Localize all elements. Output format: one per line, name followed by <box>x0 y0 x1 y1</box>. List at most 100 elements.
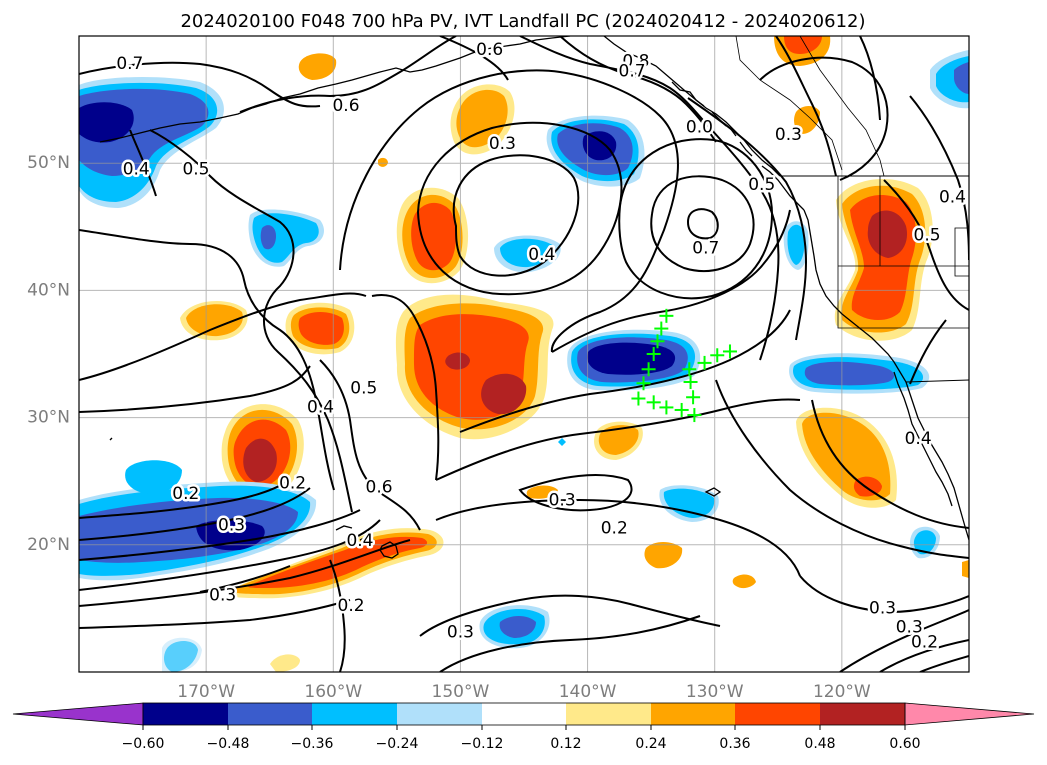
contour-05-pnw <box>709 127 780 361</box>
contour-label: 0.4 <box>905 429 932 449</box>
contour-label: 0.4 <box>528 245 555 265</box>
landfall-marker <box>654 321 669 336</box>
lon-label-140w: 140°W <box>559 682 617 702</box>
contour-label: 0.5 <box>748 175 775 195</box>
landfall-marker <box>631 391 646 406</box>
shade-cyan-22n-131w <box>663 488 715 518</box>
landfall-marker <box>682 362 697 377</box>
contour-label: 0.5 <box>350 378 377 398</box>
shade-orange-58n-157w <box>298 53 337 80</box>
lat-label-50n: 50°N <box>27 153 70 173</box>
contour-label: 0.3 <box>209 586 236 606</box>
coastline-alaska-peninsula <box>335 36 571 85</box>
landfall-marker <box>659 400 674 415</box>
shade-cyan-44n-126w <box>787 224 805 265</box>
shade-tiny-negative-29n <box>558 438 566 446</box>
contour-06-sw <box>79 539 411 607</box>
shade-dark-red-central-small <box>445 352 470 370</box>
border-yukon-bc <box>735 36 843 171</box>
contour-03-middle <box>79 365 311 413</box>
contour-label: 0.3 <box>218 516 245 536</box>
contour-br-2 <box>839 609 969 672</box>
contour-label: 0.2 <box>601 518 628 538</box>
coastline-small-island-1 <box>109 437 113 441</box>
contour-br-3 <box>879 639 969 672</box>
landfall-marker <box>636 376 651 391</box>
contour-02-bottom <box>79 599 351 629</box>
contour-04-sw <box>79 509 361 561</box>
colorbar-tick-label: 0.48 <box>804 736 835 752</box>
shade-orange-24n-142w <box>526 485 558 499</box>
colorbar-tick-label: −0.48 <box>207 736 250 752</box>
contour-02-lower <box>435 498 801 577</box>
border-states-west <box>837 176 969 329</box>
coastline-se-alaska <box>603 36 781 177</box>
contour-label: 0.6 <box>366 478 393 498</box>
colorbar-bin-1 <box>143 703 228 725</box>
shade-darkblue-52n <box>582 131 617 161</box>
contour-br-4 <box>919 655 969 672</box>
contour-label: 0.7 <box>116 54 143 74</box>
colorbar-tick-label: 0.36 <box>719 736 750 752</box>
shade-darkblue-21n <box>196 520 265 551</box>
contour-br-5 <box>811 399 969 529</box>
landfall-marker <box>697 355 712 370</box>
contour-label: 0.6 <box>476 40 503 60</box>
map-panel: 0.70.60.50.40.60.30.80.70.0 0.30.50.4 0.70… <box>78 35 970 673</box>
contour-label: 0.5 <box>914 226 941 246</box>
landfall-marker <box>710 348 725 363</box>
contour-label: 0.5 <box>182 160 209 180</box>
contour-label: 0.3 <box>775 125 802 145</box>
shade-orange-54n-126w <box>794 106 820 134</box>
colorbar-ticks <box>142 725 906 730</box>
colorbar-bin-8 <box>735 703 820 725</box>
contour-04-pnw <box>687 97 808 341</box>
shade-darkblue-35n <box>587 342 676 375</box>
landfall-marker <box>674 402 689 417</box>
contour-label: 0.8 <box>622 51 649 71</box>
landfall-marker <box>683 374 698 389</box>
contour-label: 0.3 <box>489 134 516 154</box>
contour-02-south <box>439 615 701 672</box>
contour-03-right <box>551 209 791 353</box>
contour-east-3 <box>859 36 881 121</box>
contour-03-south <box>419 594 721 637</box>
contour-label: 0.3 <box>869 598 896 618</box>
contour-label: 0.4 <box>346 531 373 551</box>
contour-east-2 <box>759 56 889 181</box>
contour-07-north <box>559 36 717 143</box>
lon-label-120w: 120°W <box>813 682 871 702</box>
shade-blue-33n-122w <box>804 361 895 386</box>
colorbar-bin-7 <box>651 703 735 725</box>
border-us-mexico <box>905 379 969 383</box>
shade-blue-45n-165w <box>260 225 276 250</box>
longitude-labels: 170°W 160°W 150°W 140°W 130°W 120°W <box>177 682 871 702</box>
contour-label: 0.2 <box>338 596 365 616</box>
contour-04-nw <box>129 129 157 197</box>
contour-label: 0.0 <box>686 118 713 138</box>
colorbar: −0.60 −0.48 −0.36 −0.24 −0.12 0.12 0.24 … <box>12 702 1035 752</box>
shade-dark-red-26n-167w <box>243 438 277 482</box>
contour-label: 0.7 <box>692 238 719 258</box>
shade-red-37n-158w <box>298 312 344 345</box>
contour-02-sw <box>79 479 291 519</box>
landfall-marker <box>650 334 665 349</box>
colorbar-bin-2 <box>228 703 312 725</box>
shade-orange-37n-168w <box>186 304 243 337</box>
contour-label: 0.3 <box>447 623 474 643</box>
contour-02-east <box>435 398 801 481</box>
landfall-marker <box>641 362 656 377</box>
contour-05-sw <box>79 519 381 591</box>
contour-03-low <box>452 154 580 277</box>
shade-red-45n-150w <box>411 202 456 271</box>
lon-label-160w: 160°W <box>304 682 362 702</box>
landfall-marker <box>722 344 737 359</box>
coastline-small-island-2 <box>704 487 722 497</box>
contour-label: 0.3 <box>549 490 576 510</box>
contour-03-east <box>459 309 791 433</box>
contour-05-central <box>371 294 440 481</box>
landfall-marker <box>646 347 661 361</box>
pv-contours <box>79 36 969 672</box>
gridlines <box>79 36 969 672</box>
shade-dark-red-45n-coast <box>867 210 908 258</box>
